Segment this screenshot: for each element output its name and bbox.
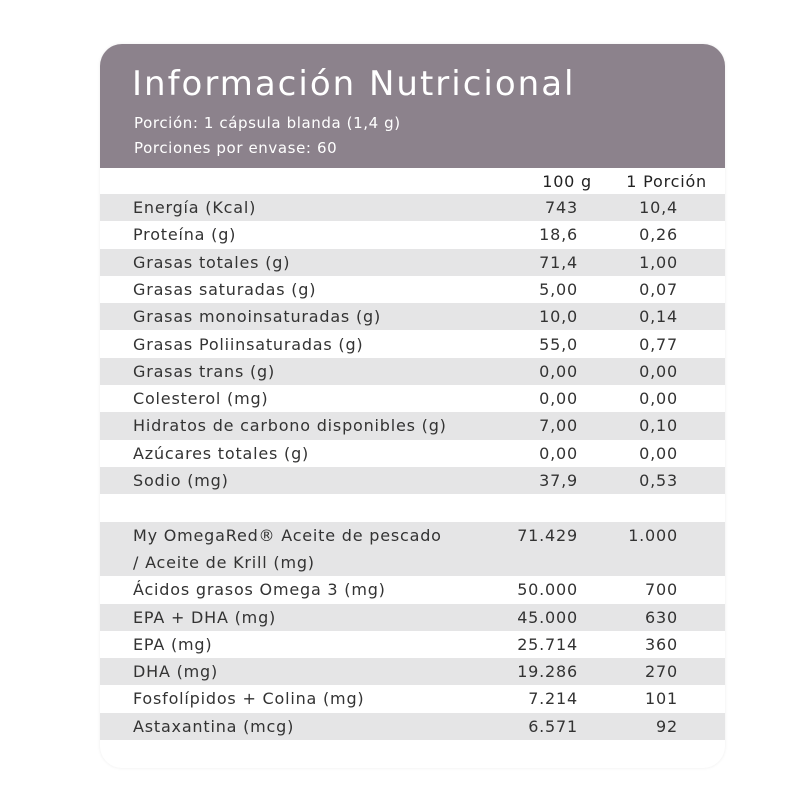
value-serving: 1,00 xyxy=(639,252,678,272)
value-100g: 5,00 xyxy=(539,279,578,299)
row-label: Fosfolípidos + Colina (mg) xyxy=(133,689,365,709)
value-100g: 50.000 xyxy=(517,580,578,600)
value-serving: 0,00 xyxy=(639,361,678,381)
table-row: DHA (mg) 19.286 270 xyxy=(100,658,725,686)
row-label: EPA + DHA (mg) xyxy=(133,607,277,627)
row-label: Proteína (g) xyxy=(133,225,237,245)
table-row: Ácidos grasos Omega 3 (mg) 50.000 700 xyxy=(100,576,725,603)
value-serving: 10,4 xyxy=(639,198,678,217)
value-serving: 0,77 xyxy=(639,334,678,354)
value-serving: 0,53 xyxy=(639,471,678,490)
row-label: My OmegaRed® Aceite de pescado xyxy=(133,525,442,545)
value-100g: 37,9 xyxy=(539,471,578,490)
nutrition-card: Información Nutricional Porción: 1 cápsu… xyxy=(100,44,725,768)
table-row: Fosfolípidos + Colina (mg) 7.214 101 xyxy=(100,685,725,712)
table-row: My OmegaRed® Aceite de pescado / Aceite d… xyxy=(100,521,725,577)
value-100g: 7,00 xyxy=(539,416,578,436)
value-serving: 101 xyxy=(645,689,678,709)
row-label: Ácidos grasos Omega 3 (mg) xyxy=(133,580,386,600)
row-label: Grasas totales (g) xyxy=(133,252,291,272)
value-serving: 0,10 xyxy=(639,416,678,436)
table-row: Grasas totales (g) 71,4 1,00 xyxy=(100,248,725,276)
row-label: Sodio (mg) xyxy=(133,471,229,490)
table-row: Grasas trans (g) 0,00 0,00 xyxy=(100,357,725,386)
value-100g: 45.000 xyxy=(517,607,578,627)
header: Información Nutricional Porción: 1 cápsu… xyxy=(100,44,725,168)
table-row: EPA (mg) 25.714 360 xyxy=(100,631,725,658)
value-serving: 0,00 xyxy=(639,389,678,409)
row-label: Grasas monoinsaturadas (g) xyxy=(133,307,381,327)
value-serving: 360 xyxy=(645,634,678,654)
value-100g: 0,00 xyxy=(539,389,578,409)
value-serving: 630 xyxy=(645,607,678,627)
table-row: Colesterol (mg) 0,00 0,00 xyxy=(100,385,725,412)
value-100g: 55,0 xyxy=(539,334,578,354)
table-row: Grasas monoinsaturadas (g) 10,0 0,14 xyxy=(100,303,725,331)
table-row: Hidratos de carbono disponibles (g) 7,00 0… xyxy=(100,412,725,440)
row-label: / Aceite de Krill (mg) xyxy=(133,552,315,572)
value-serving: 270 xyxy=(645,662,678,682)
value-100g: 25.714 xyxy=(517,634,578,654)
value-100g: 6.571 xyxy=(528,716,578,736)
table-row: Grasas Poliinsaturadas (g) 55,0 0,77 xyxy=(100,331,725,358)
value-100g: 0,00 xyxy=(539,361,578,381)
servings: Porciones por envase: 60 xyxy=(134,139,338,157)
row-label: Astaxantina (mcg) xyxy=(133,716,295,736)
value-serving: 0,07 xyxy=(639,279,678,299)
table-row: Grasas saturadas (g) 5,00 0,07 xyxy=(100,276,725,303)
value-serving: 92 xyxy=(656,716,678,736)
value-100g: 7.214 xyxy=(528,689,578,709)
table-row: Azúcares totales (g) 0,00 0,00 xyxy=(100,440,725,467)
value-100g: 10,0 xyxy=(539,307,578,327)
value-serving: 1.000 xyxy=(628,525,678,545)
table-row: EPA + DHA (mg) 45.000 630 xyxy=(100,603,725,631)
column-header: 1 Porción xyxy=(626,172,707,191)
row-label: DHA (mg) xyxy=(133,662,219,682)
row-label: Azúcares totales (g) xyxy=(133,443,310,463)
row-label: Grasas Poliinsaturadas (g) xyxy=(133,334,364,354)
value-serving: 700 xyxy=(645,580,678,600)
value-100g: 71.429 xyxy=(517,525,578,545)
value-serving: 0,26 xyxy=(639,225,678,245)
table-row: Astaxantina (mcg) 6.571 92 xyxy=(100,712,725,740)
value-serving: 0,14 xyxy=(639,307,678,327)
value-100g: 743 xyxy=(545,198,578,217)
table-row: Energía (Kcal) 743 10,4 xyxy=(100,194,725,222)
value-100g: 0,00 xyxy=(539,443,578,463)
value-100g: 18,6 xyxy=(539,225,578,245)
row-label: Hidratos de carbono disponibles (g) xyxy=(133,416,447,436)
title: Información Nutricional xyxy=(132,64,576,104)
column-header-row: 100 g 1 Porción xyxy=(100,168,725,194)
table-row: Sodio (mg) 37,9 0,53 xyxy=(100,467,725,495)
table-row: Proteína (g) 18,6 0,26 xyxy=(100,221,725,248)
row-label: Grasas saturadas (g) xyxy=(133,279,317,299)
row-label: EPA (mg) xyxy=(133,634,213,654)
row-label: Grasas trans (g) xyxy=(133,361,276,381)
value-serving: 0,00 xyxy=(639,443,678,463)
column-header: 100 g xyxy=(542,172,592,191)
serving: Porción: 1 cápsula blanda (1,4 g) xyxy=(134,114,401,132)
row-label: Energía (Kcal) xyxy=(133,198,257,217)
value-100g: 71,4 xyxy=(539,252,578,272)
value-100g: 19.286 xyxy=(517,662,578,682)
row-label: Colesterol (mg) xyxy=(133,389,269,409)
